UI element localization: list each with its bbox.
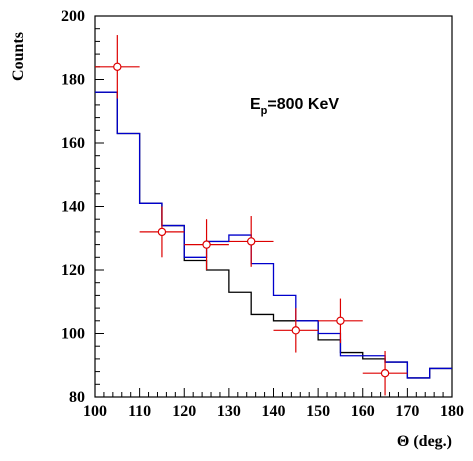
- x-tick-label: 180: [440, 403, 464, 420]
- point-marker: [380, 368, 390, 378]
- tick-labels: 100 110 120 130 140 150 160 170 1808010012014016…: [61, 8, 464, 420]
- plot-frame: [94, 15, 453, 398]
- x-tick-label: 160: [351, 403, 375, 420]
- data-point: [273, 308, 319, 353]
- point-marker: [202, 240, 211, 249]
- x-tick-label: 170: [395, 403, 419, 420]
- axis-ticks: [94, 15, 453, 398]
- point-marker: [246, 237, 256, 246]
- energy-annotation: Ep=800 KeV: [250, 96, 339, 117]
- x-tick-label: 110: [128, 403, 151, 420]
- histogram-series-2: [95, 91, 452, 379]
- x-tick-label: 100: [83, 403, 107, 420]
- data-point: [228, 216, 274, 267]
- y-tick-label: 140: [61, 199, 85, 216]
- y-tick-label: 180: [61, 72, 85, 89]
- data-point: [139, 206, 185, 258]
- data-point: [362, 350, 408, 396]
- x-tick-label: 120: [172, 403, 196, 420]
- point-marker: [291, 326, 301, 335]
- data-point: [184, 219, 229, 270]
- y-tick-label: 160: [61, 135, 85, 152]
- x-tick-label: 150: [306, 403, 330, 420]
- data-point: [95, 35, 140, 99]
- data-point: [318, 298, 363, 344]
- y-tick-label: 80: [69, 389, 85, 406]
- point-marker: [336, 316, 345, 325]
- data-points: [95, 35, 408, 396]
- histogram-series: [95, 91, 452, 379]
- histogram-series-1: [95, 91, 452, 379]
- y-tick-label: 120: [61, 262, 85, 279]
- point-marker: [157, 227, 167, 237]
- y-axis-title: Counts: [10, 32, 27, 81]
- y-tick-label: 200: [61, 8, 85, 25]
- x-tick-label: 140: [262, 403, 286, 420]
- x-axis-title: Θ (deg.): [397, 433, 452, 450]
- y-tick-label: 100: [61, 326, 85, 343]
- x-tick-label: 130: [217, 403, 241, 420]
- point-marker: [113, 62, 122, 72]
